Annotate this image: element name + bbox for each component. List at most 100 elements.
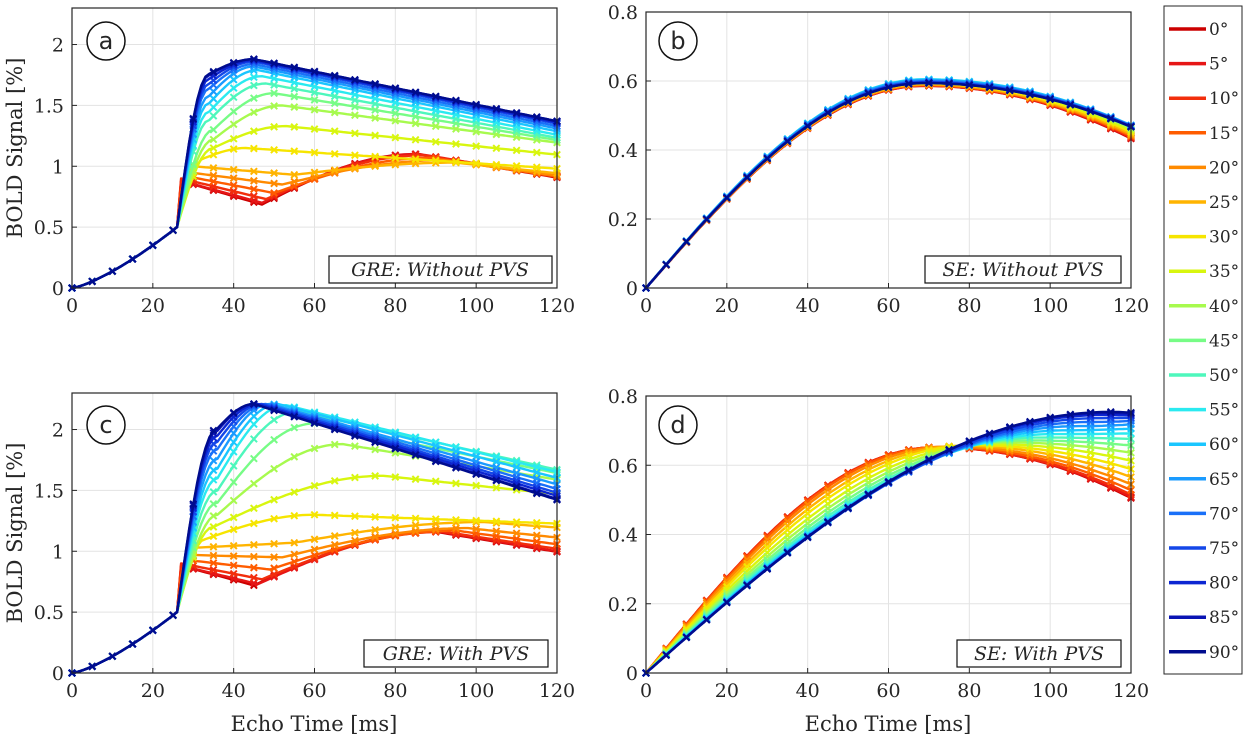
panel-c-marker bbox=[452, 463, 460, 472]
panel-d-ytick-label: 0.2 bbox=[608, 594, 638, 616]
panel-c-marker bbox=[411, 521, 420, 530]
panel-a-marker bbox=[209, 103, 218, 112]
panel-a-marker bbox=[229, 75, 238, 84]
legend-label-10: 50° bbox=[1209, 366, 1239, 386]
legend-label-16: 80° bbox=[1209, 574, 1239, 594]
panel-a-marker bbox=[330, 71, 339, 80]
panel-c-marker bbox=[310, 551, 319, 560]
panel-d-marker bbox=[1106, 452, 1115, 461]
panel-d-marker bbox=[1106, 445, 1115, 454]
panel-b-title-frame bbox=[924, 255, 1122, 284]
panel-c-marker bbox=[472, 470, 481, 479]
panel-b-xticks: 0 20 40 60 80 100 120 bbox=[640, 283, 1149, 317]
panel-c-marker bbox=[169, 611, 177, 620]
panel-a-marker bbox=[351, 111, 359, 120]
panel-c-ytick-label: 0 bbox=[52, 663, 64, 685]
legend-label-9: 45° bbox=[1209, 331, 1239, 351]
panel-c-xticks: 0 20 40 60 80 100 120 bbox=[66, 668, 575, 702]
panel-c-marker bbox=[229, 569, 238, 578]
panel-a-ytick-label: 1 bbox=[52, 156, 64, 178]
panel-c-marker bbox=[492, 517, 501, 526]
panel-a-grid bbox=[71, 8, 558, 289]
panel-d-marker bbox=[985, 429, 994, 438]
panel-a-xtick-label: 40 bbox=[222, 295, 246, 317]
panel-d-xtick-label: 100 bbox=[1032, 680, 1068, 702]
panel-d-ytick-label: 0.8 bbox=[608, 386, 638, 408]
panel-a-yticks: 0 0.5 1 1.5 2 bbox=[34, 35, 77, 300]
legend-label-5: 25° bbox=[1209, 193, 1239, 213]
panel-c-marker bbox=[209, 466, 218, 475]
panel-d-series bbox=[642, 408, 1135, 677]
panel-b-marker bbox=[864, 89, 873, 98]
panel-c-marker bbox=[290, 452, 299, 461]
panel-c-marker bbox=[411, 514, 420, 523]
panel-a-xtick-label: 60 bbox=[302, 295, 326, 317]
panel-c-marker bbox=[249, 519, 258, 528]
panel-b-marker bbox=[1046, 95, 1055, 104]
panel-c-marker bbox=[249, 479, 258, 488]
panel-a-xtick-label: 120 bbox=[539, 295, 575, 317]
panel-d-marker bbox=[1106, 408, 1115, 416]
panel-b-marker bbox=[1026, 90, 1034, 99]
panel-a-marker bbox=[371, 131, 380, 140]
panel-c-xtick-label: 60 bbox=[302, 680, 326, 702]
panel-a-marker bbox=[270, 169, 278, 177]
panel-d-marker bbox=[844, 504, 852, 513]
panel-c-marker bbox=[391, 513, 400, 522]
panel-a-marker bbox=[249, 73, 258, 82]
panel-a-marker bbox=[128, 255, 137, 263]
panel-a-marker bbox=[512, 146, 521, 155]
panel-d-marker bbox=[763, 565, 772, 573]
panel-c-marker bbox=[249, 420, 258, 429]
panel-c-marker bbox=[270, 435, 278, 444]
panel-a-marker bbox=[330, 99, 339, 108]
panel-a-xticks: 0 20 40 60 80 100 120 bbox=[66, 283, 575, 317]
panel-a-marker bbox=[290, 177, 299, 186]
panel-a-marker bbox=[249, 192, 258, 201]
panel-a-marker bbox=[209, 177, 218, 186]
panel-c-letter-circle bbox=[86, 405, 126, 445]
legend-label-8: 40° bbox=[1209, 297, 1239, 317]
panel-d-title-frame bbox=[956, 639, 1122, 668]
panel-a-marker bbox=[391, 133, 400, 142]
panel-b-xtick-label: 60 bbox=[876, 295, 900, 317]
panel-d-marker bbox=[945, 446, 954, 454]
panel-a-marker bbox=[391, 84, 400, 93]
panel-a-title-box: GRE: Without PVS bbox=[328, 255, 553, 284]
panel-c-title-frame bbox=[363, 639, 549, 668]
panel-b-title: SE: Without PVS bbox=[942, 259, 1103, 281]
panel-a-marker bbox=[431, 137, 440, 146]
legend-label-7: 35° bbox=[1209, 262, 1239, 282]
panel-a-ylabel: BOLD Signal [%] bbox=[3, 58, 27, 239]
panel-b-ytick-label: 0.8 bbox=[608, 2, 638, 24]
panel-a-marker bbox=[290, 170, 299, 179]
panel-b-xtick-label: 0 bbox=[640, 295, 652, 317]
panel-d-marker bbox=[1106, 459, 1115, 468]
panel-d-marker bbox=[1106, 466, 1115, 474]
panel-a-marker bbox=[472, 159, 481, 168]
panel-c-marker bbox=[108, 652, 117, 661]
panel-a: 0 20 40 60 80 100 120 0 0.5 1 1.5 2 a GRE: Without… bbox=[3, 7, 575, 317]
panel-d-marker bbox=[682, 633, 691, 642]
panel-c-marker bbox=[270, 415, 278, 424]
panel-a-marker bbox=[229, 187, 238, 196]
panel-a-marker bbox=[270, 179, 278, 188]
panel-c-marker bbox=[351, 432, 359, 440]
panel-a-marker bbox=[452, 140, 460, 148]
panel-a-marker bbox=[431, 122, 440, 131]
panel-c-xtick-label: 20 bbox=[141, 680, 165, 702]
panel-b-marker bbox=[763, 154, 772, 163]
panel-a-marker bbox=[249, 144, 258, 153]
panel-c-marker bbox=[209, 551, 218, 560]
panel-a-marker bbox=[391, 160, 400, 169]
panel-c-marker bbox=[351, 528, 359, 537]
panel-c-marker bbox=[431, 457, 440, 466]
legend-label-12: 60° bbox=[1209, 435, 1239, 455]
panel-c-marker bbox=[371, 445, 380, 454]
panel-a-ytick-label: 0.5 bbox=[34, 217, 64, 239]
panel-c-marker bbox=[209, 523, 218, 531]
panel-a-marker bbox=[431, 92, 440, 101]
panel-c-marker bbox=[270, 514, 278, 523]
panel-d-marker bbox=[722, 598, 731, 607]
